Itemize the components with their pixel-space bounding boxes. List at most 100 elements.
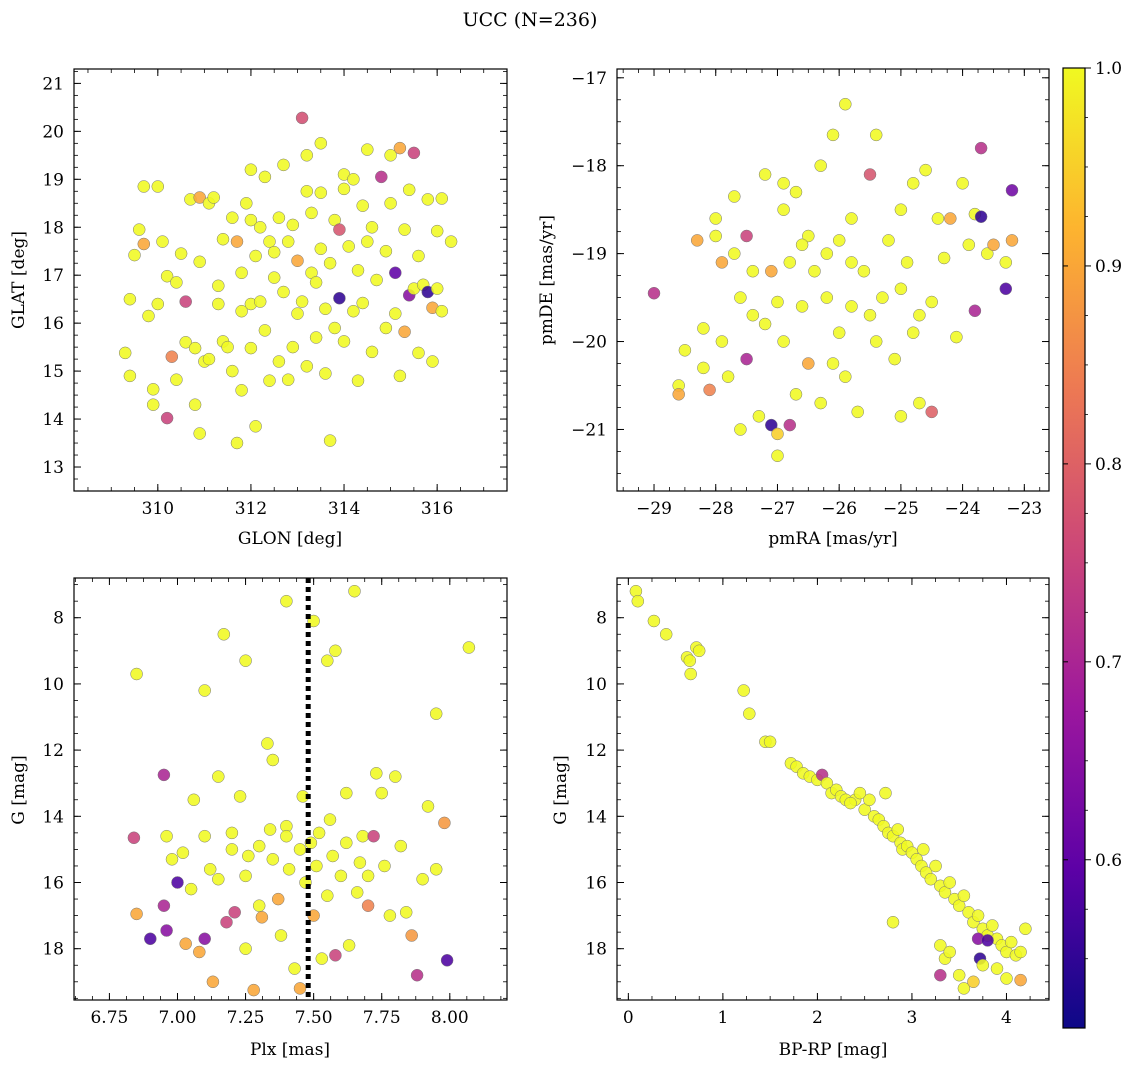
data-point bbox=[212, 279, 225, 293]
data-point bbox=[240, 197, 253, 210]
data-point bbox=[288, 962, 301, 975]
data-point bbox=[826, 128, 840, 142]
data-point bbox=[919, 163, 932, 177]
x-tick-label: −26 bbox=[821, 499, 857, 519]
data-point bbox=[882, 234, 895, 247]
data-point bbox=[832, 234, 846, 247]
y-tick-label: 14 bbox=[42, 807, 64, 827]
data-point bbox=[220, 915, 233, 929]
x-tick-label: 316 bbox=[421, 499, 453, 519]
data-point bbox=[925, 295, 938, 309]
data-point bbox=[752, 410, 766, 423]
data-point bbox=[394, 839, 408, 853]
data-point bbox=[207, 191, 220, 204]
data-point bbox=[239, 654, 252, 667]
data-point bbox=[740, 352, 753, 366]
data-point bbox=[876, 291, 889, 304]
x-tick-label: 1 bbox=[717, 1008, 728, 1028]
data-point bbox=[235, 266, 248, 280]
data-point bbox=[244, 341, 258, 355]
y-tick-label: −18 bbox=[571, 157, 607, 177]
data-point bbox=[329, 949, 342, 962]
data-point bbox=[176, 846, 190, 859]
data-point bbox=[971, 909, 985, 922]
data-point bbox=[221, 340, 234, 354]
data-point bbox=[976, 958, 990, 972]
data-point bbox=[410, 968, 424, 982]
data-point bbox=[734, 291, 747, 304]
y-tick-label: 8 bbox=[53, 609, 64, 629]
ylabel: G [mag] bbox=[9, 755, 29, 824]
data-point bbox=[697, 322, 710, 335]
data-point bbox=[123, 369, 137, 383]
x-tick-label: 310 bbox=[142, 499, 174, 519]
data-point bbox=[743, 707, 756, 720]
data-point bbox=[314, 242, 328, 256]
data-point bbox=[894, 410, 908, 423]
data-point bbox=[906, 326, 920, 339]
data-point bbox=[370, 273, 383, 287]
axes-frame bbox=[73, 68, 508, 492]
y-tick-label: 18 bbox=[585, 940, 607, 960]
data-point bbox=[957, 889, 971, 902]
y-tick-label: 16 bbox=[42, 314, 64, 334]
data-point bbox=[906, 177, 920, 190]
data-point bbox=[697, 361, 710, 375]
data-point bbox=[230, 235, 244, 248]
data-point bbox=[692, 644, 706, 658]
data-point bbox=[277, 285, 290, 299]
data-point bbox=[263, 235, 276, 248]
data-point bbox=[435, 304, 449, 318]
xlabel: GLON [deg] bbox=[238, 529, 342, 549]
x-tick-label: 7.00 bbox=[159, 1008, 197, 1028]
x-tick-label: 314 bbox=[328, 499, 360, 519]
data-point bbox=[845, 300, 858, 313]
data-point bbox=[802, 229, 815, 243]
data-point bbox=[900, 256, 914, 269]
data-point bbox=[863, 308, 877, 322]
data-point bbox=[389, 266, 402, 280]
data-point bbox=[765, 264, 778, 278]
data-point bbox=[802, 357, 815, 370]
data-point bbox=[151, 297, 165, 311]
data-point bbox=[216, 232, 230, 246]
y-tick-label: 18 bbox=[42, 940, 64, 960]
data-point bbox=[361, 143, 374, 156]
data-point bbox=[715, 335, 729, 348]
data-point bbox=[333, 223, 346, 236]
data-point bbox=[160, 411, 174, 425]
data-point bbox=[789, 388, 803, 401]
data-point bbox=[438, 816, 451, 830]
data-point bbox=[280, 594, 293, 608]
data-point bbox=[379, 321, 393, 335]
data-point bbox=[333, 291, 346, 305]
data-point bbox=[1000, 972, 1013, 985]
data-point bbox=[771, 449, 784, 463]
data-point bbox=[291, 307, 304, 320]
data-point bbox=[267, 271, 281, 284]
data-point bbox=[777, 203, 790, 216]
data-point bbox=[179, 295, 192, 308]
data-point bbox=[426, 355, 439, 368]
data-point bbox=[783, 256, 797, 269]
data-point bbox=[305, 206, 318, 220]
data-point bbox=[399, 906, 413, 919]
x-tick-label: 3 bbox=[907, 1008, 918, 1028]
data-point bbox=[263, 374, 276, 387]
data-point bbox=[737, 684, 750, 697]
colorbar-tick-label: 0.6 bbox=[1095, 851, 1122, 871]
y-tick-label: 12 bbox=[42, 741, 64, 761]
data-point bbox=[165, 350, 179, 363]
y-tick-label: 20 bbox=[42, 122, 64, 142]
data-point bbox=[783, 418, 797, 432]
data-point bbox=[252, 839, 266, 853]
data-point bbox=[1004, 935, 1018, 949]
data-point bbox=[193, 191, 206, 204]
data-point bbox=[165, 853, 179, 866]
x-tick-label: −23 bbox=[1006, 499, 1042, 519]
data-point bbox=[130, 667, 143, 681]
data-point bbox=[814, 396, 827, 410]
y-tick-label: 19 bbox=[42, 170, 64, 190]
data-point bbox=[328, 321, 341, 335]
data-point bbox=[981, 247, 994, 260]
